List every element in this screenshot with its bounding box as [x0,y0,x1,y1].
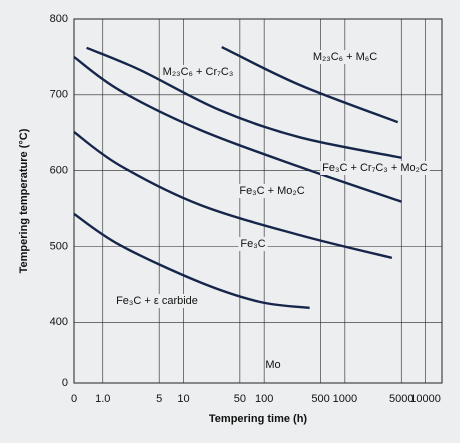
label-background [114,294,200,308]
y-tick-label: 600 [50,165,68,177]
curve-label: M₂₃C₆ + M₆C [313,51,377,63]
x-tick-label: 10000 [410,393,441,405]
y-tick-label: 800 [50,13,68,25]
x-axis-label: Tempering time (h) [209,413,308,425]
curve [73,131,393,260]
label-background [310,50,380,64]
y-tick-label: 0 [62,377,68,389]
curve-label: M₂₃C₆ + Cr₇C₃ [163,66,234,78]
curve-label: Fe₃C + Cr₇C₃ + Mo₂C [322,162,428,174]
x-tick-label: 1.0 [95,393,110,405]
curve [221,45,399,124]
label-background [320,161,430,175]
curve-label: Fe₃C [240,238,265,250]
x-tick-label: 0 [71,393,77,405]
label-background [238,237,268,251]
label-background [160,65,236,79]
y-axis-label: Tempering temperature (°C) [18,128,30,273]
label-background [237,184,307,198]
x-tick-label: 1000 [333,393,357,405]
y-tick-label: 700 [50,89,68,101]
y-tick-label: 400 [50,316,68,328]
x-tick-label: 100 [255,393,273,405]
curve-label: Fe₃C + Mo₂C [239,185,304,197]
annotation: Mo [265,359,280,371]
curve [86,46,402,159]
x-tick-label: 50 [234,393,246,405]
x-tick-label: 10 [177,393,189,405]
x-tick-label: 5000 [389,393,413,405]
curve-label: Fe₃C + ε carbide [116,295,198,307]
y-tick-label: 500 [50,240,68,252]
x-tick-label: 500 [311,393,329,405]
curve [73,55,403,203]
x-tick-label: 5 [156,393,162,405]
curve [73,212,310,310]
